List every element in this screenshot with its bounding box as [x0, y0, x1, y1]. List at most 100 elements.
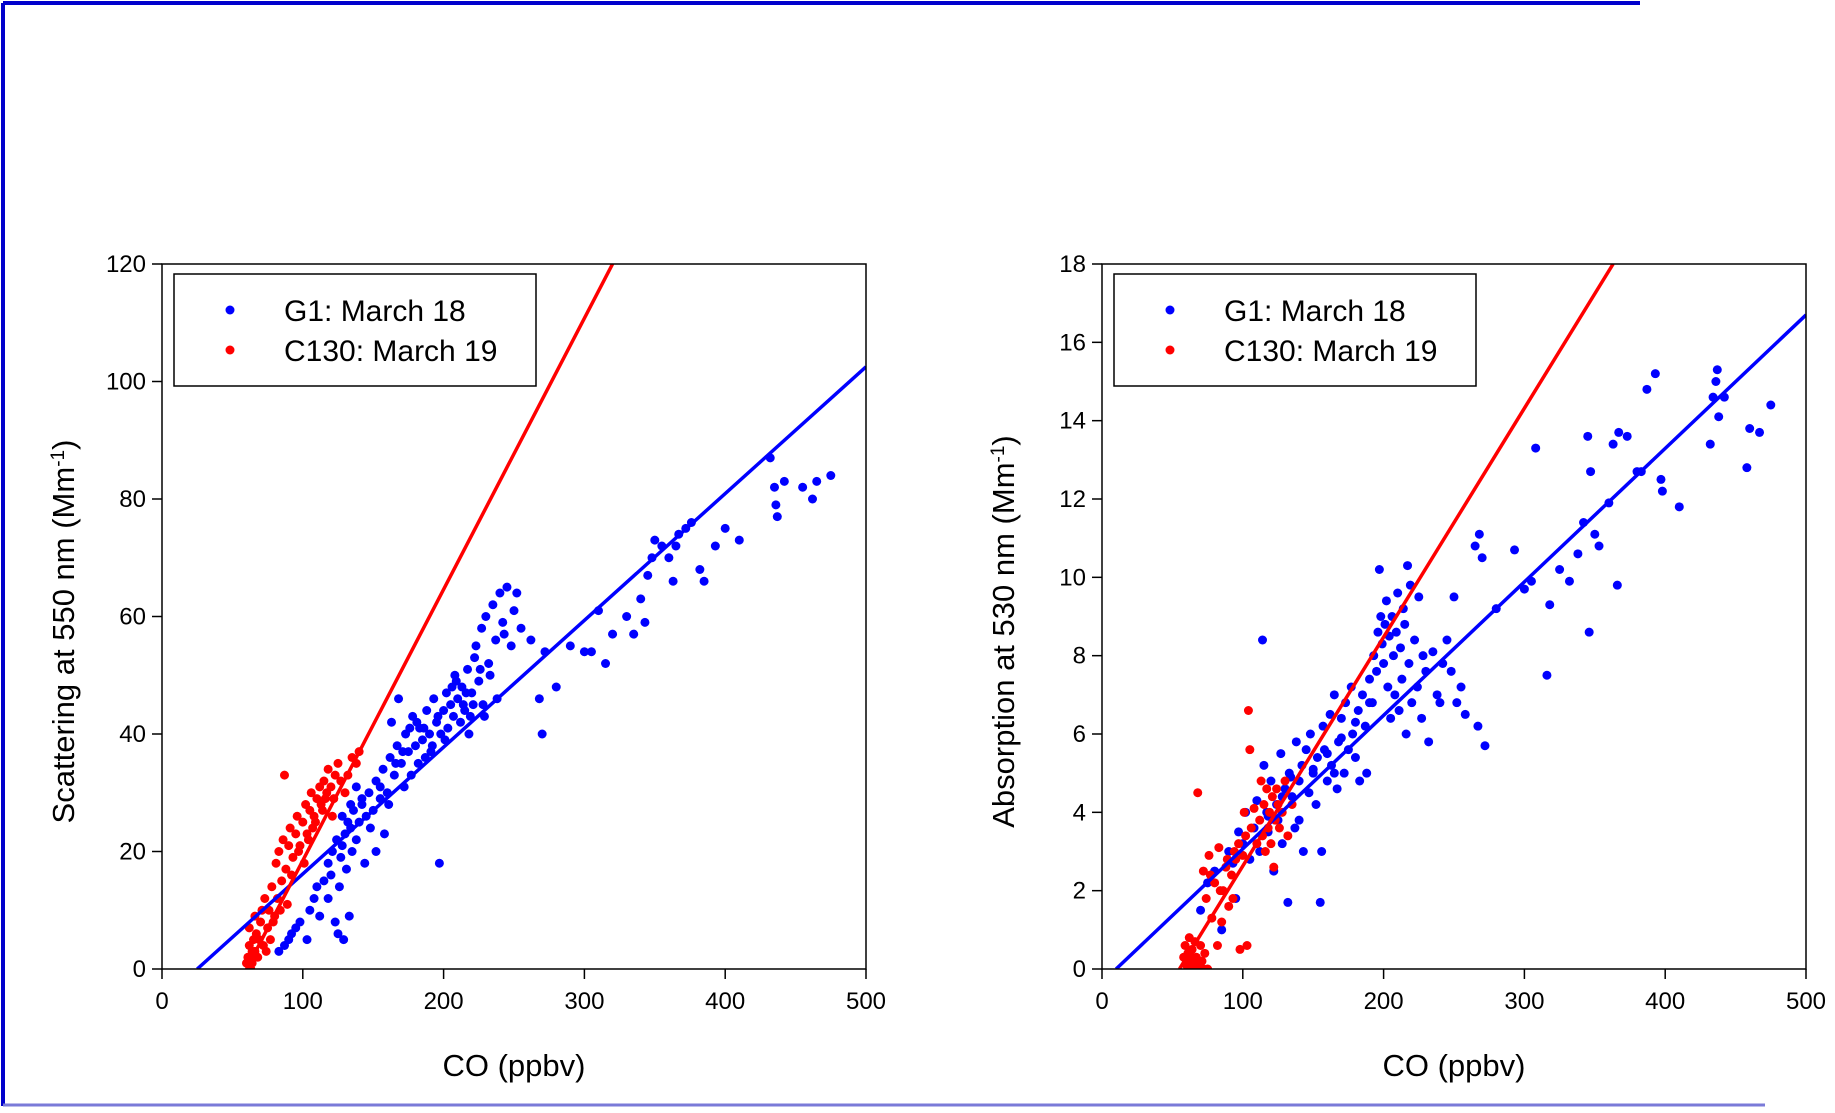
scattering-point-g1 [481, 612, 491, 621]
absorption-point-g1 [1311, 800, 1321, 809]
absorption-point-g1 [1329, 690, 1339, 700]
scattering-y-tick-label: 40 [119, 721, 146, 748]
scattering-point-g1 [772, 512, 782, 522]
absorption-point-g1 [1622, 431, 1632, 441]
absorption-point-g1 [1312, 753, 1322, 762]
absorption-point-c130 [1241, 831, 1251, 841]
absorption-y-axis-label-main: Absorption at 530 nm (Mm [986, 462, 1021, 827]
absorption-fit-line-g1 [1114, 313, 1806, 969]
scattering-point-g1 [364, 788, 374, 798]
scattering-point-g1 [387, 717, 397, 727]
absorption-point-g1 [1390, 690, 1400, 700]
absorption-x-tick-label: 500 [1786, 988, 1826, 1015]
absorption-point-g1 [1435, 698, 1445, 708]
absorption-point-g1 [1325, 709, 1335, 719]
absorption-point-g1 [1656, 474, 1666, 484]
absorption-point-g1 [1318, 721, 1328, 731]
absorption-point-g1 [1510, 545, 1520, 555]
absorption-point-c130 [1267, 792, 1277, 802]
scattering-point-g1 [330, 917, 340, 927]
absorption-point-g1 [1348, 729, 1358, 739]
scattering-point-g1 [695, 565, 705, 574]
scattering-point-g1 [302, 935, 312, 945]
absorption-point-g1 [1355, 776, 1365, 786]
scattering-point-g1 [394, 694, 404, 704]
absorption-point-c130 [1272, 784, 1282, 794]
absorption-point-g1 [1614, 427, 1624, 437]
absorption-legend: G1: March 18 C130: March 19 [1113, 273, 1477, 387]
scattering-point-g1 [465, 711, 475, 721]
absorption-y-tick-label: 4 [1073, 799, 1086, 826]
scattering-point-g1 [495, 588, 505, 598]
absorption-y-tick-label: 12 [1059, 486, 1086, 513]
absorption-point-c130 [1215, 886, 1225, 896]
scattering-y-tick-label: 0 [133, 956, 146, 983]
absorption-y-axis-label: Absorption at 530 nm (Mm-1) [986, 435, 1021, 828]
absorption-point-g1 [1353, 706, 1363, 715]
scattering-point-g1 [323, 894, 333, 903]
absorption-point-g1 [1322, 749, 1332, 759]
scattering-point-c130 [267, 882, 277, 892]
absorption-point-c130 [1198, 866, 1208, 876]
absorption-point-c130 [1262, 784, 1272, 794]
absorption-x-tick-label: 200 [1364, 988, 1404, 1015]
scattering-point-g1 [378, 764, 388, 774]
absorption-point-g1 [1373, 627, 1383, 637]
scattering-legend-marker-c130 [225, 345, 235, 355]
absorption-point-g1 [1714, 412, 1724, 422]
absorption-point-c130 [1204, 850, 1214, 860]
absorption-point-c130 [1217, 917, 1227, 927]
scattering-point-g1 [470, 653, 480, 663]
scattering-point-g1 [608, 629, 618, 639]
scattering-point-g1 [337, 841, 347, 851]
scattering-point-g1 [319, 876, 329, 886]
scattering-point-g1 [734, 535, 744, 545]
absorption-y-tick-label: 10 [1059, 564, 1086, 591]
scattering-point-c130 [310, 817, 320, 827]
absorption-point-g1 [1329, 768, 1339, 778]
scattering-point-g1 [360, 858, 370, 868]
absorption-point-c130 [1266, 839, 1276, 849]
absorption-point-c130 [1259, 800, 1269, 809]
absorption-x-tick-label: 400 [1645, 988, 1685, 1015]
absorption-point-g1 [1407, 698, 1417, 708]
absorption-point-g1 [1336, 713, 1346, 723]
absorption-ticks: 0 100 200 300 400 500 0 2 4 6 8 10 12 14 16 18 [1059, 251, 1826, 1015]
absorption-point-g1 [1460, 709, 1470, 719]
scattering-point-g1 [429, 694, 439, 704]
absorption-point-g1 [1705, 439, 1715, 449]
absorption-legend-marker-g1 [1165, 305, 1175, 315]
absorption-point-g1 [1336, 733, 1346, 743]
scattering-x-axis-label: CO (ppbv) [443, 1048, 586, 1083]
absorption-point-c130 [1196, 941, 1206, 950]
absorption-point-g1 [1586, 467, 1596, 477]
scattering-point-c130 [306, 788, 316, 798]
absorption-point-g1 [1339, 768, 1349, 778]
absorption-point-c130 [1234, 839, 1244, 849]
absorption-legend-marker-c130 [1165, 345, 1175, 355]
scattering-point-c130 [318, 805, 328, 815]
scattering-y-axis-label-end: ) [46, 440, 81, 450]
scattering-point-g1 [671, 541, 681, 551]
absorption-point-c130 [1198, 964, 1208, 969]
absorption-point-g1 [1474, 529, 1484, 539]
absorption-point-g1 [1350, 717, 1360, 727]
absorption-point-g1 [1374, 565, 1384, 574]
scattering-point-g1 [441, 688, 451, 698]
absorption-point-c130 [1200, 948, 1210, 958]
scattering-point-g1 [640, 617, 650, 627]
scattering-point-g1 [650, 535, 660, 545]
scattering-legend: G1: March 18 C130: March 19 [173, 273, 537, 387]
absorption-point-g1 [1301, 745, 1311, 755]
absorption-y-tick-label: 2 [1073, 878, 1086, 905]
absorption-point-c130 [1274, 823, 1284, 833]
scattering-point-g1 [668, 576, 678, 586]
absorption-y-axis-label-end: ) [986, 435, 1021, 445]
absorption-point-g1 [1642, 384, 1652, 394]
absorption-point-g1 [1742, 463, 1752, 473]
absorption-point-g1 [1473, 721, 1483, 731]
absorption-x-tick-label: 300 [1504, 988, 1544, 1015]
absorption-y-tick-label: 6 [1073, 721, 1086, 748]
scattering-point-g1 [498, 617, 508, 627]
absorption-point-g1 [1432, 690, 1442, 700]
